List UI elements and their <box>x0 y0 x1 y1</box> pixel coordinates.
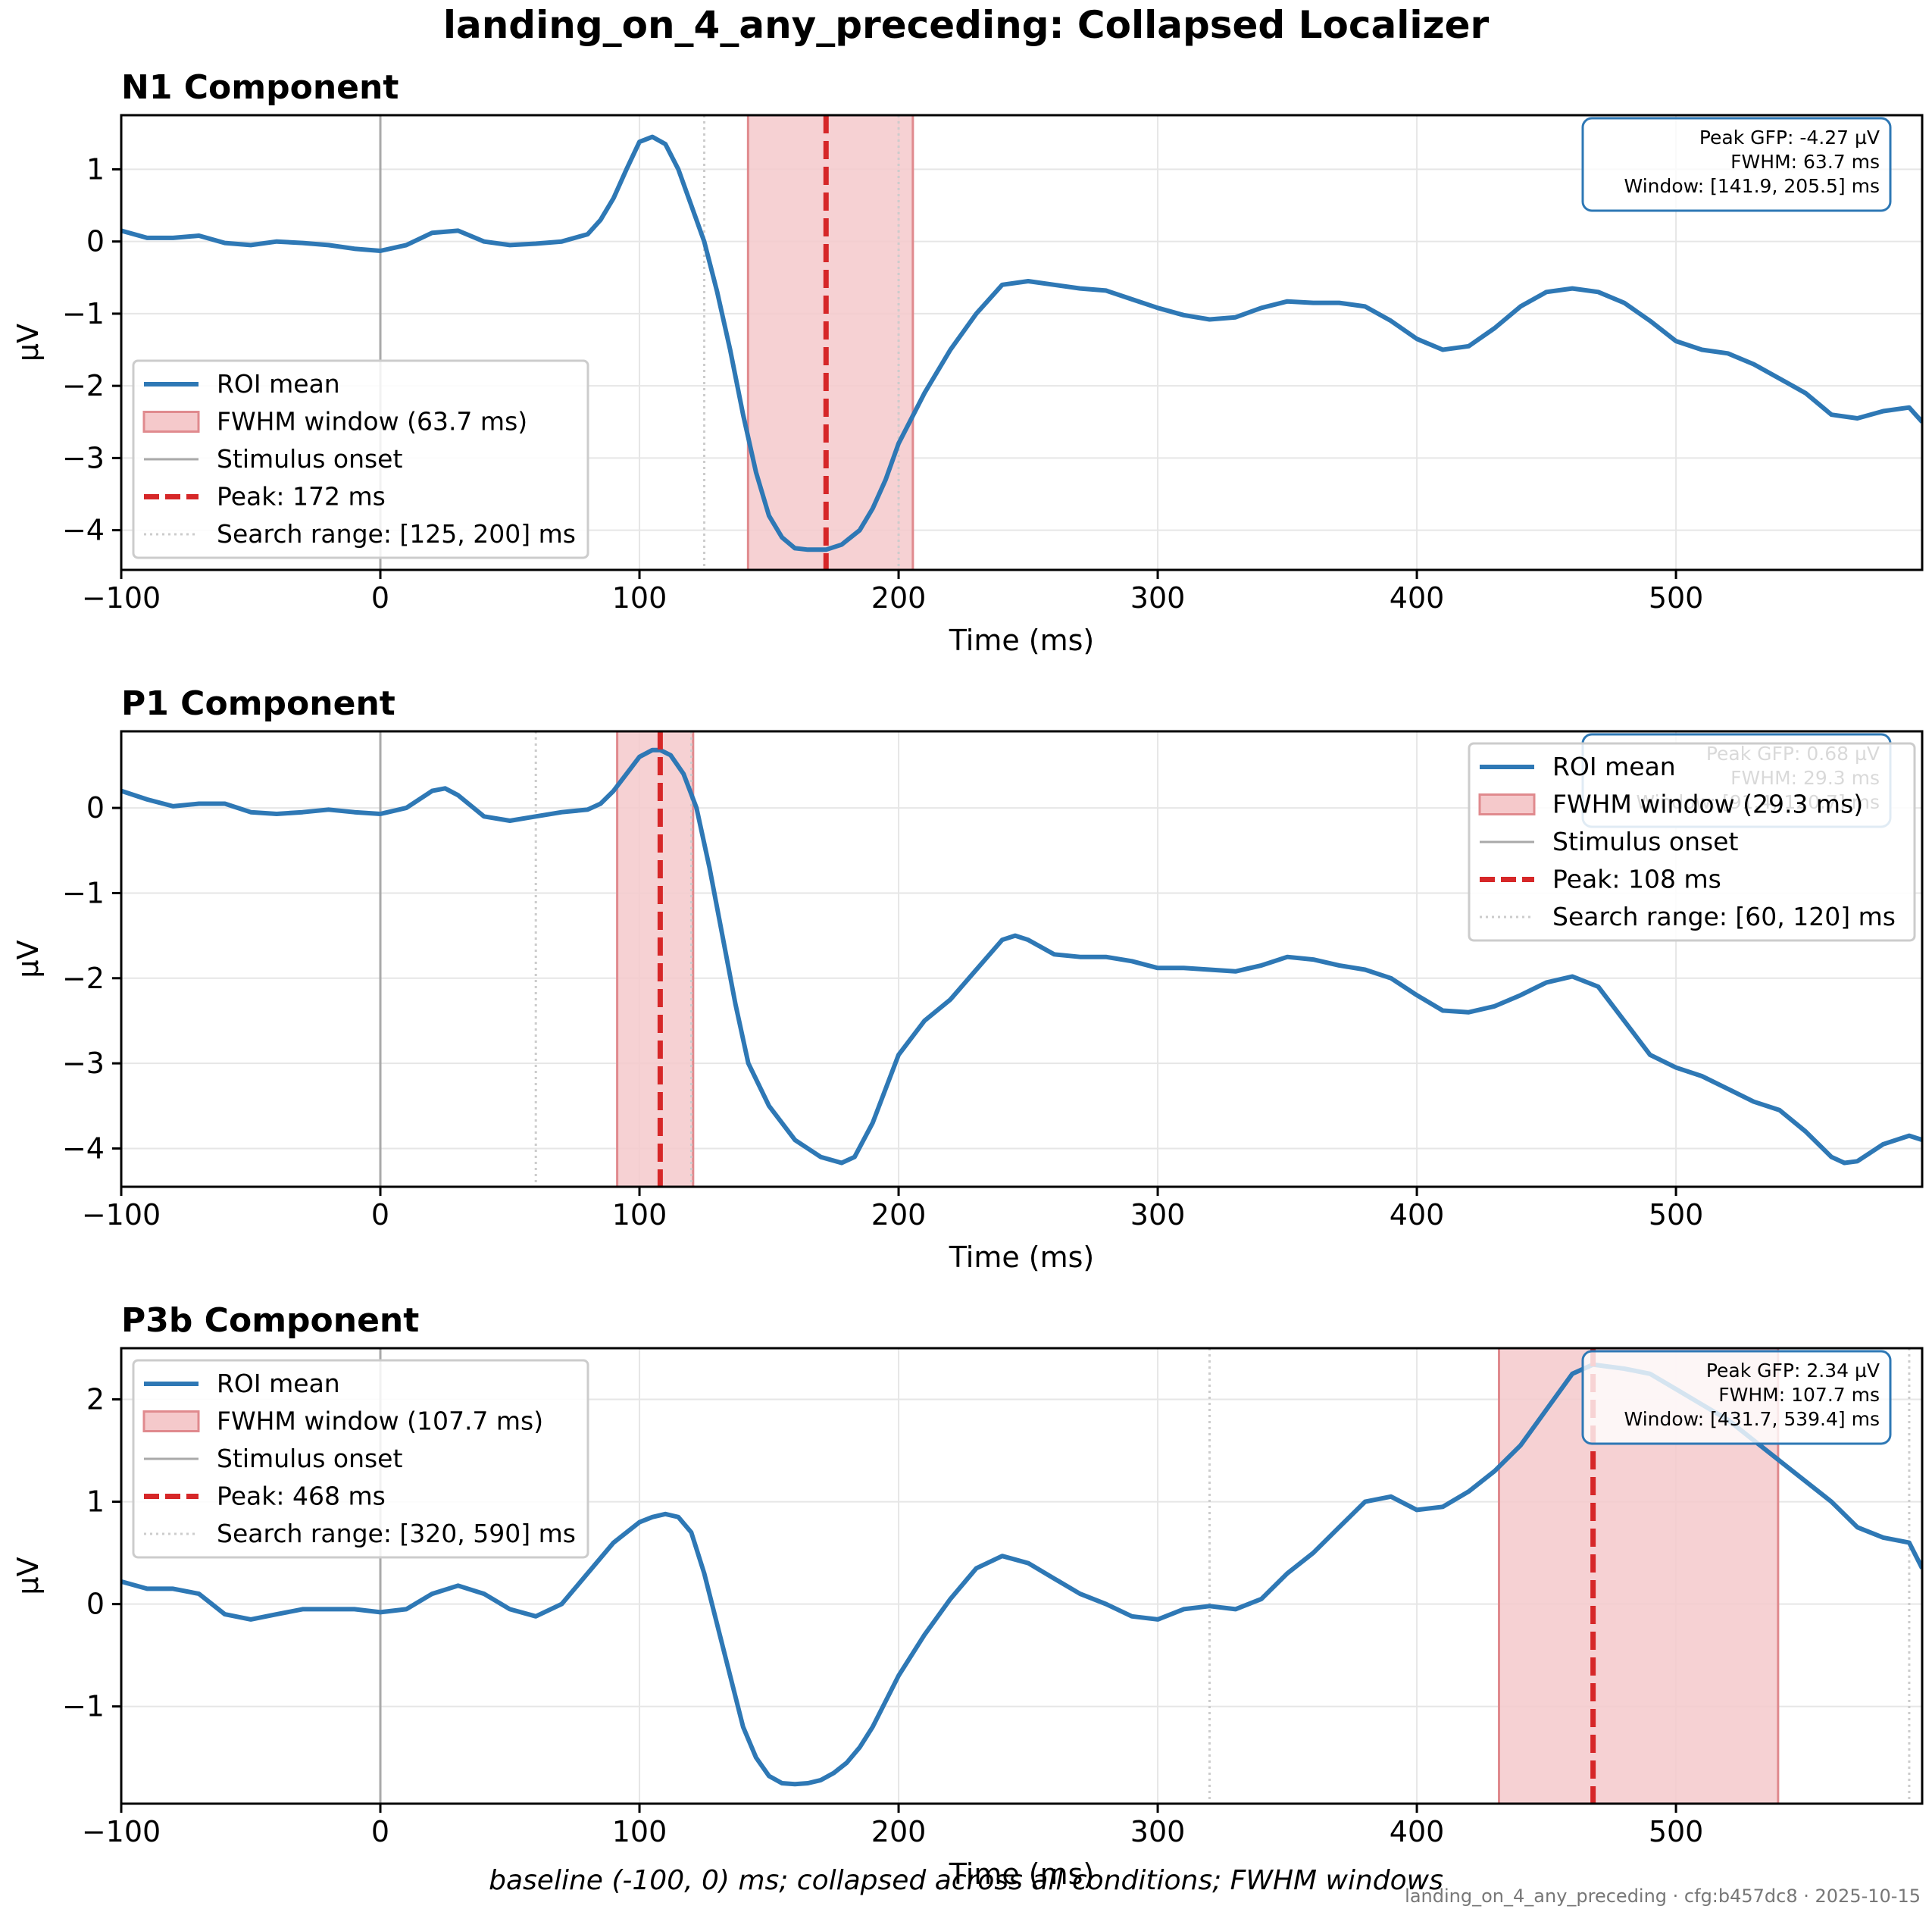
panel-3-xtick-label: 100 <box>612 1815 667 1848</box>
panel-1-xtick-label: 0 <box>371 581 389 615</box>
panel-1-xtick-label: 500 <box>1649 581 1704 615</box>
panel-2-xtick-label: 0 <box>371 1198 389 1231</box>
panel-3-xtick-label: 500 <box>1649 1815 1704 1848</box>
panel-3-legend-label: FWHM window (107.7 ms) <box>217 1407 543 1436</box>
panel-1-peak-annotation-line: Peak GFP: -4.27 µV <box>1699 127 1880 149</box>
panel-2-ytick-label: −2 <box>62 962 105 995</box>
panel-1-legend-label: ROI mean <box>217 369 340 399</box>
panel-1-ytick-label: 0 <box>86 225 105 258</box>
panel-2-xtick-label: 400 <box>1390 1198 1445 1231</box>
panel-1-peak-annotation-line: FWHM: 63.7 ms <box>1730 151 1880 173</box>
panel-3-legend-label: ROI mean <box>217 1369 340 1398</box>
panel-1-ytick-label: −3 <box>62 441 105 474</box>
panel-3-legend-label: Peak: 468 ms <box>217 1482 386 1511</box>
panel-2-xtick-label: 500 <box>1649 1198 1704 1231</box>
panel-1-xtick-label: 100 <box>612 581 667 615</box>
panel-1-xtick-label: −100 <box>82 581 161 615</box>
panel-3-legend-handle-fwhm <box>142 1410 200 1432</box>
panel-1-legend-handle-fwhm <box>142 411 200 433</box>
panel-3-legend-label: Stimulus onset <box>217 1444 402 1473</box>
panel-1-ytick-label: −4 <box>62 514 105 547</box>
panel-2-ytick-label: 0 <box>86 791 105 825</box>
panel-2-roi-mean-line <box>121 747 1922 1166</box>
panel-1-xtick-label: 400 <box>1390 581 1445 615</box>
panel-2-legend: ROI mean FWHM window (29.3 ms) Stimulus on… <box>1468 742 1916 942</box>
panel-2-legend-label: FWHM window (29.3 ms) <box>1552 790 1863 819</box>
panel-3-title: P3b Component <box>121 1301 419 1340</box>
figure-caption: baseline (-100, 0) ms; collapsed across … <box>489 1865 1443 1896</box>
panel-3-xtick-label: 200 <box>871 1815 927 1848</box>
panel-2-xtick-label: 300 <box>1130 1198 1186 1231</box>
panel-2-legend-label: Peak: 108 ms <box>1552 865 1721 894</box>
panel-2-ytick-label: −3 <box>62 1047 105 1080</box>
panel-1-xtick-label: 200 <box>871 581 927 615</box>
panel-3: −100 0 100 200 300 400 500 −1 0 1 2 P3b Component Ti… <box>11 1301 1924 1891</box>
panel-1-ylabel: µV <box>11 324 45 361</box>
panel-1-peak-annotation-box <box>1581 117 1892 212</box>
panel-3-legend: ROI mean FWHM window (107.7 ms) Stimulus o… <box>132 1359 589 1559</box>
panel-2-legend-handle-fwhm <box>1478 793 1536 815</box>
panel-2-legend-label: Search range: [60, 120] ms <box>1552 902 1896 931</box>
panel-1-peak-annotation-line: Window: [141.9, 205.5] ms <box>1624 175 1880 197</box>
panel-1-ytick-label: −2 <box>62 369 105 402</box>
panel-3-axes-frame <box>120 1347 1924 1805</box>
panel-2-legend-frame <box>1468 742 1916 942</box>
panel-2-xlabel: Time (ms) <box>949 1241 1095 1274</box>
panel-3-peak-annotation-line: Window: [431.7, 539.4] ms <box>1624 1408 1880 1430</box>
panel-3-legend-label: Search range: [320, 590] ms <box>217 1519 576 1548</box>
panel-2-ylabel: µV <box>11 940 45 978</box>
panel-3-legend-frame <box>132 1359 589 1559</box>
panel-1-legend-frame <box>132 359 589 559</box>
panel-3-ytick-label: −1 <box>62 1690 105 1723</box>
panel-2-xtick-label: 200 <box>871 1198 927 1231</box>
panel-1-legend-label: Search range: [125, 200] ms <box>217 519 576 549</box>
figure-footer: landing_on_4_any_preceding · cfg:b457dc8… <box>1405 1886 1921 1907</box>
panel-2-axes-frame <box>120 730 1924 1188</box>
panel-1-ytick-label: −1 <box>62 297 105 330</box>
panel-3-ytick-label: 2 <box>86 1383 105 1416</box>
panel-1-legend: ROI mean FWHM window (63.7 ms) Stimulus on… <box>132 359 589 559</box>
panel-1-xtick-label: 300 <box>1130 581 1186 615</box>
panel-2-title: P1 Component <box>121 684 395 723</box>
panel-3-peak-annotation-line: Peak GFP: 2.34 µV <box>1706 1360 1880 1382</box>
panel-2-fwhm-window <box>616 731 695 1187</box>
panel-2: −100 0 100 200 300 400 500 −4 −3 −2 −1 0 P1 Componen… <box>11 684 1924 1274</box>
panel-2-ytick-label: −4 <box>62 1131 105 1165</box>
panel-2-xtick-label: −100 <box>82 1198 161 1231</box>
panel-1-legend-label: Stimulus onset <box>217 444 402 474</box>
panel-1-title: N1 Component <box>121 68 399 107</box>
panel-1-xlabel: Time (ms) <box>949 624 1095 657</box>
panel-1-ytick-label: 1 <box>86 152 105 186</box>
panel-2-xtick-label: 100 <box>612 1198 667 1231</box>
panel-3-xtick-label: 0 <box>371 1815 389 1848</box>
panel-3-peak-annotation-box <box>1581 1350 1892 1445</box>
panel-3-xtick-label: 400 <box>1390 1815 1445 1848</box>
panel-1-axes-frame <box>120 114 1924 571</box>
figure-title: landing_on_4_any_preceding: Collapsed Lo… <box>443 3 1490 47</box>
panel-3-ylabel: µV <box>11 1557 45 1594</box>
panel-1: −100 0 100 200 300 400 500 −4 −3 −2 −1 0 1 N1 Compone… <box>11 68 1924 657</box>
panel-1-legend-label: Peak: 172 ms <box>217 482 386 512</box>
panel-2-legend-label: Stimulus onset <box>1552 827 1738 856</box>
panel-2-ytick-label: −1 <box>62 876 105 909</box>
panel-3-ytick-label: 0 <box>86 1588 105 1621</box>
panel-3-ytick-label: 1 <box>86 1485 105 1519</box>
panel-1-fwhm-window <box>746 115 914 570</box>
panel-3-xtick-label: −100 <box>82 1815 161 1848</box>
panel-1-legend-label: FWHM window (63.7 ms) <box>217 407 527 437</box>
panel-3-xtick-label: 300 <box>1130 1815 1186 1848</box>
panel-2-legend-label: ROI mean <box>1552 752 1676 781</box>
panel-3-xlabel: Time (ms) <box>949 1857 1095 1891</box>
panel-1-roi-mean-line <box>121 134 1922 552</box>
panel-3-peak-annotation-line: FWHM: 107.7 ms <box>1718 1384 1880 1406</box>
